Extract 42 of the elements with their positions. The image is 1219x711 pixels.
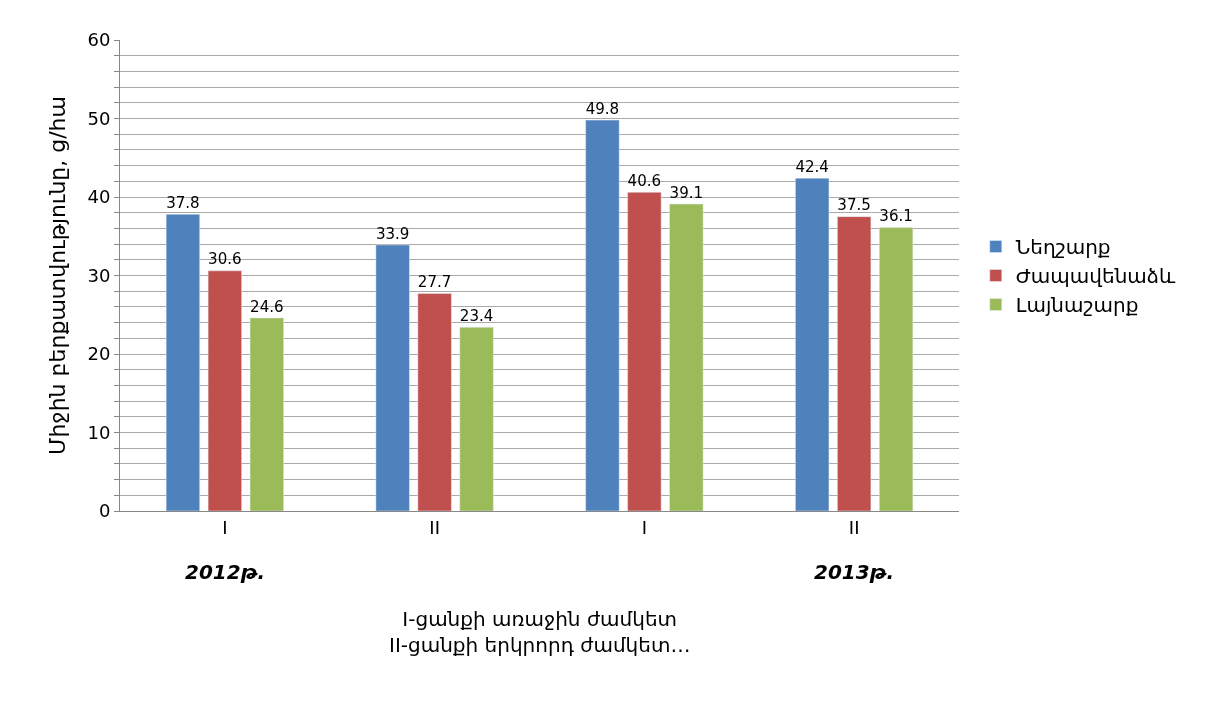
y-tick-label: 30 [87, 264, 111, 286]
bar [585, 119, 620, 511]
bar [165, 214, 200, 511]
data-label: 37.8 [166, 193, 200, 212]
bar [375, 244, 410, 511]
legend-label: Ժապավենաձև [1015, 264, 1176, 289]
bar [879, 227, 914, 511]
bar [795, 177, 830, 511]
y-tick-label: 60 [87, 29, 111, 51]
x-tick-label: II [848, 516, 860, 538]
y-tick-label: 40 [87, 186, 111, 208]
x-tick-label: II [429, 516, 440, 538]
bar [837, 216, 872, 511]
data-label: 30.6 [208, 250, 242, 269]
data-label: 36.1 [879, 207, 913, 226]
data-label: 49.8 [585, 99, 620, 118]
x-axis-title: I-ցանքի առաջին ժամկետ II-ցանքի երկրորդ ժամկետ… [389, 607, 691, 657]
x-tick-label: I [222, 516, 228, 538]
y-tick-label: 20 [87, 343, 111, 365]
legend-label: Լայնաշարք [1015, 293, 1139, 318]
data-label: 37.5 [837, 196, 871, 215]
text: 2012թ. [185, 560, 266, 584]
y-tick-label: 10 [87, 421, 111, 443]
y-tick-label: 0 [98, 500, 111, 522]
text: 2013թ. [814, 560, 895, 584]
bar [459, 327, 494, 511]
data-label: 40.6 [627, 171, 662, 190]
bar [627, 192, 662, 511]
x-tick-label: I [641, 516, 648, 538]
data-label: 23.4 [459, 306, 494, 325]
bar [249, 317, 284, 511]
y-axis-title: Միջին բերքատվությունը, ց/հա [45, 96, 71, 455]
data-label: 42.4 [795, 157, 829, 176]
data-label: 27.7 [417, 273, 452, 292]
data-label: 33.9 [375, 224, 410, 243]
bar [669, 203, 704, 511]
data-label: 39.1 [669, 183, 704, 202]
bar [207, 270, 242, 511]
legend-label: Նեղշարք [1015, 235, 1111, 260]
bar [417, 293, 452, 511]
data-label: 24.6 [250, 297, 284, 316]
y-tick-label: 50 [87, 107, 111, 129]
